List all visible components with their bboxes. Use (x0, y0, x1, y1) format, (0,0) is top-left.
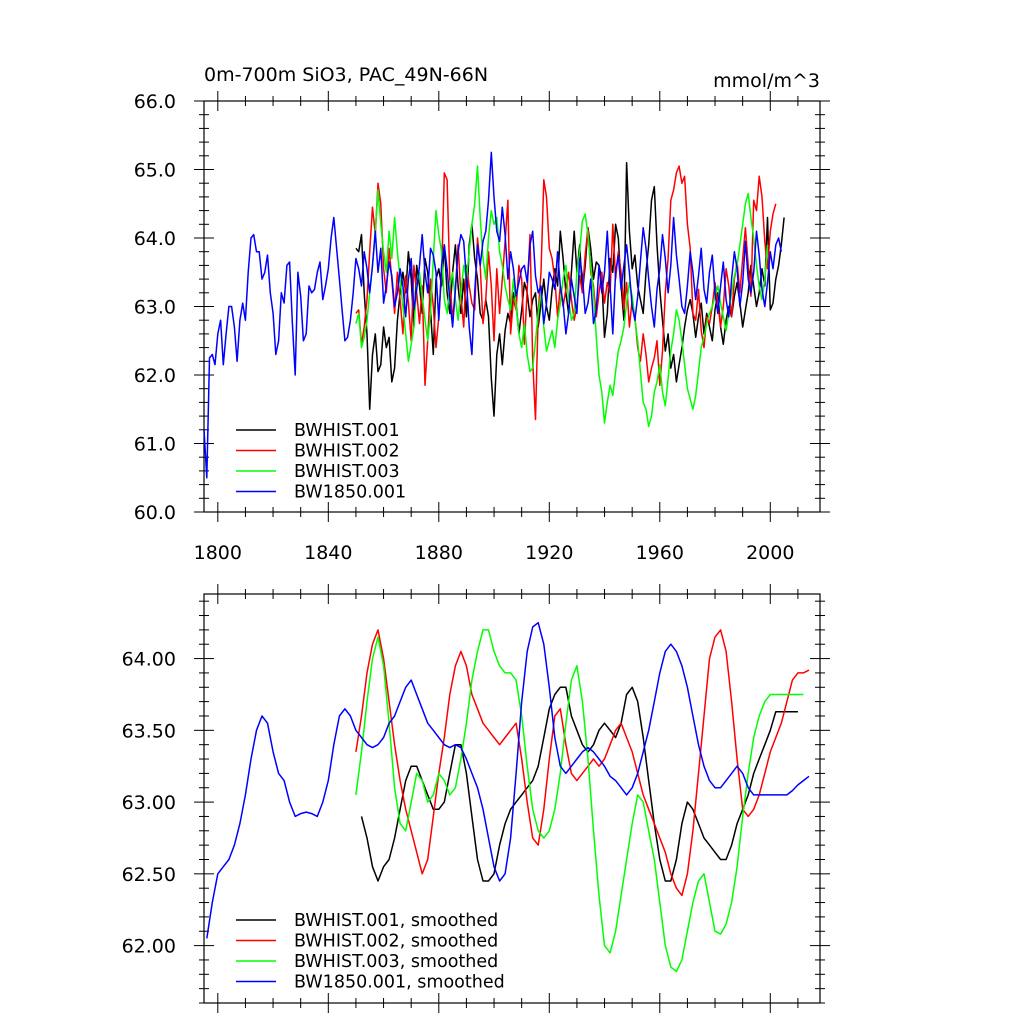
bottom-y-tick-label: 62.50 (122, 864, 176, 886)
top-x-tick-label: 2000 (746, 542, 794, 564)
top-series-line-2 (355, 165, 777, 421)
top-legend-label: BWHIST.003 (294, 462, 400, 482)
top-legend-label: BWHIST.002 (294, 442, 400, 462)
bottom-legend-label: BWHIST.002, smoothed (294, 932, 498, 952)
top-x-tick-label: 1920 (525, 542, 573, 564)
bottom-y-tick-label: 63.00 (122, 792, 176, 814)
top-x-tick-label: 1800 (194, 542, 242, 564)
top-y-tick-label: 62.0 (134, 365, 176, 387)
bottom-y-tick-label: 64.00 (122, 649, 176, 671)
bottom-legend-label: BW1850.001, smoothed (294, 973, 505, 993)
bottom-legend-label: BWHIST.003, smoothed (294, 952, 498, 972)
bottom-y-tick-label: 62.00 (122, 936, 176, 958)
top-x-tick-label: 1880 (415, 542, 463, 564)
top-y-tick-label: 65.0 (134, 160, 176, 182)
top-y-tick-label: 60.0 (134, 502, 176, 524)
top-y-tick-label: 64.0 (134, 228, 176, 250)
top-x-tick-label: 1960 (636, 542, 684, 564)
bottom-series-line-2 (355, 629, 810, 897)
top-legend-label: BWHIST.001 (294, 421, 400, 441)
bottom-plot-frame (203, 593, 821, 1004)
top-title-right: mmol/m^3 (713, 70, 820, 92)
top-x-tick-label: 1840 (304, 542, 352, 564)
bottom-series-line-4 (206, 621, 810, 939)
top-series-line-4 (203, 151, 783, 479)
bottom-panel-smoothed: 62.00 62.50 63.00 63.50 64.00 BWHIST.001, smo… (122, 584, 830, 1013)
top-y-tick-label: 66.0 (134, 91, 176, 113)
bottom-series-line-3 (355, 629, 804, 973)
top-title-left: 0m-700m SiO3, PAC_49N-66N (204, 64, 488, 86)
top-y-tick-label: 63.0 (134, 297, 176, 319)
bottom-y-tick-label: 63.50 (122, 720, 176, 742)
bottom-legend-label: BWHIST.001, smoothed (294, 911, 498, 931)
top-y-tick-label: 61.0 (134, 434, 176, 456)
top-panel-raw: 0m-700m SiO3, PAC_49N-66N mmol/m^3 1800 1… (134, 64, 830, 564)
top-legend-label: BW1850.001 (294, 483, 406, 503)
